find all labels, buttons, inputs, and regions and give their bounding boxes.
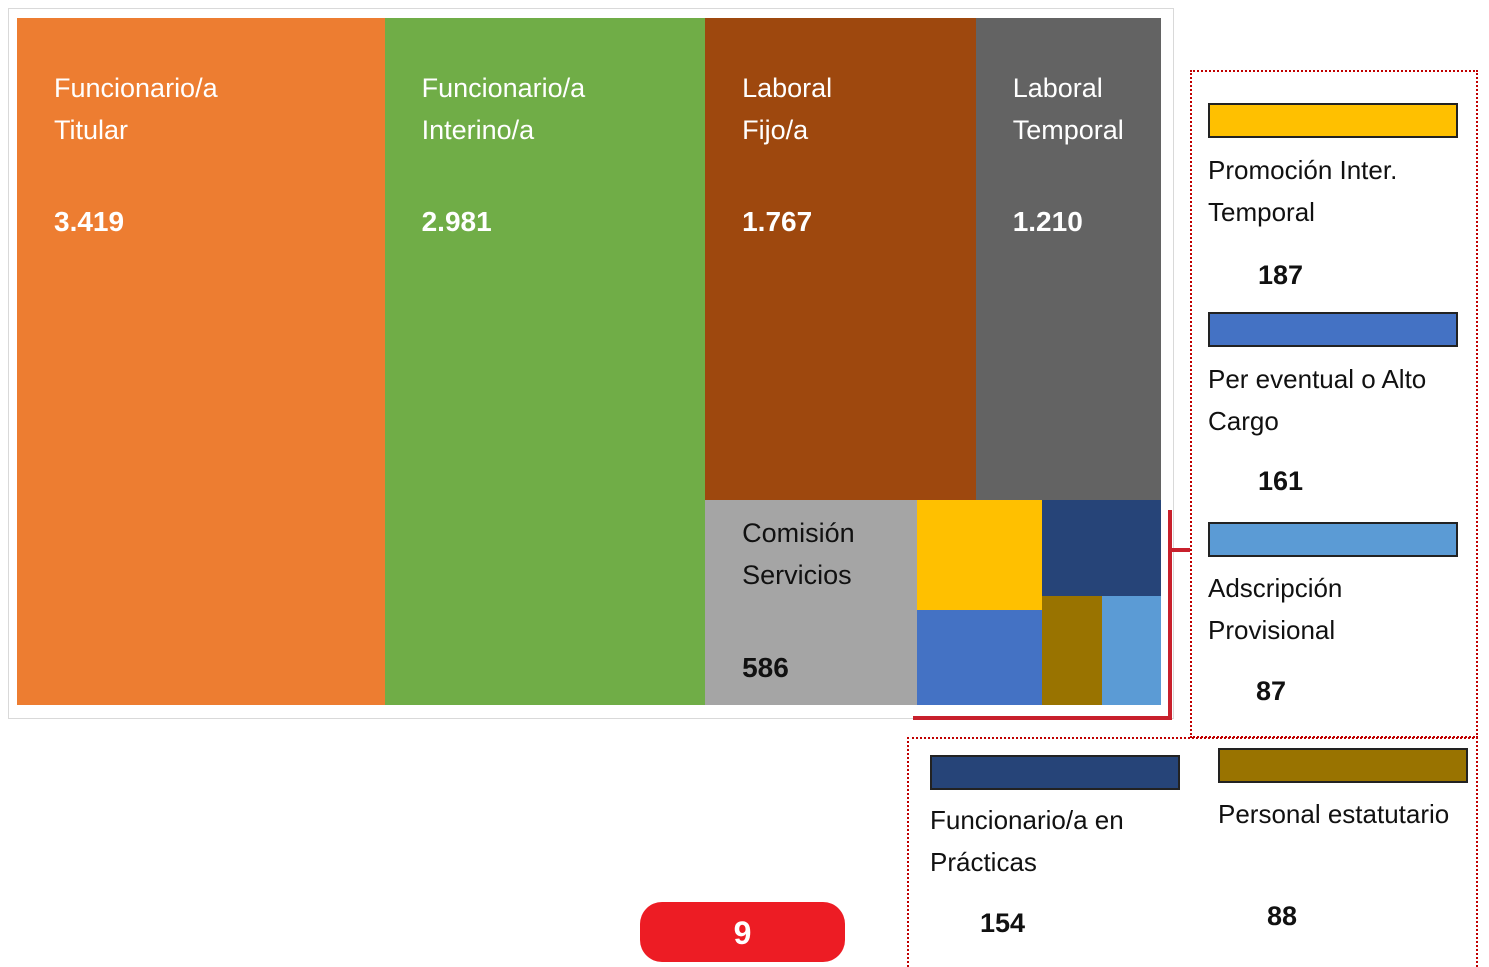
legend-swatch (1208, 103, 1458, 138)
treemap-tile (705, 500, 917, 705)
legend-label: Funcionario/a en Prácticas (930, 805, 1124, 877)
legend-value: 187 (1258, 260, 1304, 290)
tile-label: Funcionario/a Titular (54, 73, 218, 145)
treemap-tile (17, 18, 385, 705)
legend-value: 154 (980, 908, 1026, 938)
treemap-tile (705, 18, 976, 501)
tile-label: Laboral Temporal (1012, 73, 1124, 145)
legend-label: Personal estatutario (1218, 799, 1450, 829)
legend-label: Per eventual o Alto Cargo (1208, 364, 1427, 436)
legend-value: 88 (1267, 901, 1298, 931)
legend-value: 161 (1258, 466, 1304, 496)
legend-swatch (930, 755, 1180, 790)
legend-label: Adscripción Provisional (1208, 573, 1343, 645)
legend-swatch (1208, 312, 1458, 347)
legend-swatch (1218, 748, 1468, 783)
treemap-tile (384, 18, 706, 705)
tile-value: 586 (742, 652, 789, 684)
page-number: 9 (733, 915, 752, 951)
legend-value: 87 (1256, 676, 1287, 706)
tile-value: 1.210 (1012, 206, 1083, 237)
treemap-tile (916, 500, 1043, 611)
tile-value: 3.419 (54, 206, 125, 237)
treemap-tile (975, 18, 1161, 501)
legend-label: Promoción Inter. Temporal (1208, 155, 1398, 227)
tile-label: Laboral Fijo/a (742, 73, 833, 145)
tile-value: 1.767 (742, 206, 813, 237)
connector-line (913, 510, 1172, 720)
treemap-tile (1042, 500, 1161, 597)
treemap-tile (1101, 596, 1161, 705)
legend-box (907, 737, 1478, 967)
tile-label: Comisión Servicios (742, 518, 855, 591)
treemap-tile (916, 610, 1043, 705)
page-number-badge: 9 (640, 902, 845, 962)
tile-label: Funcionario/a Interino/a (421, 73, 586, 145)
treemap-tile (1042, 596, 1102, 705)
legend-swatch (1208, 522, 1458, 557)
tile-value: 2.981 (421, 206, 492, 237)
chart-frame (8, 8, 1174, 719)
